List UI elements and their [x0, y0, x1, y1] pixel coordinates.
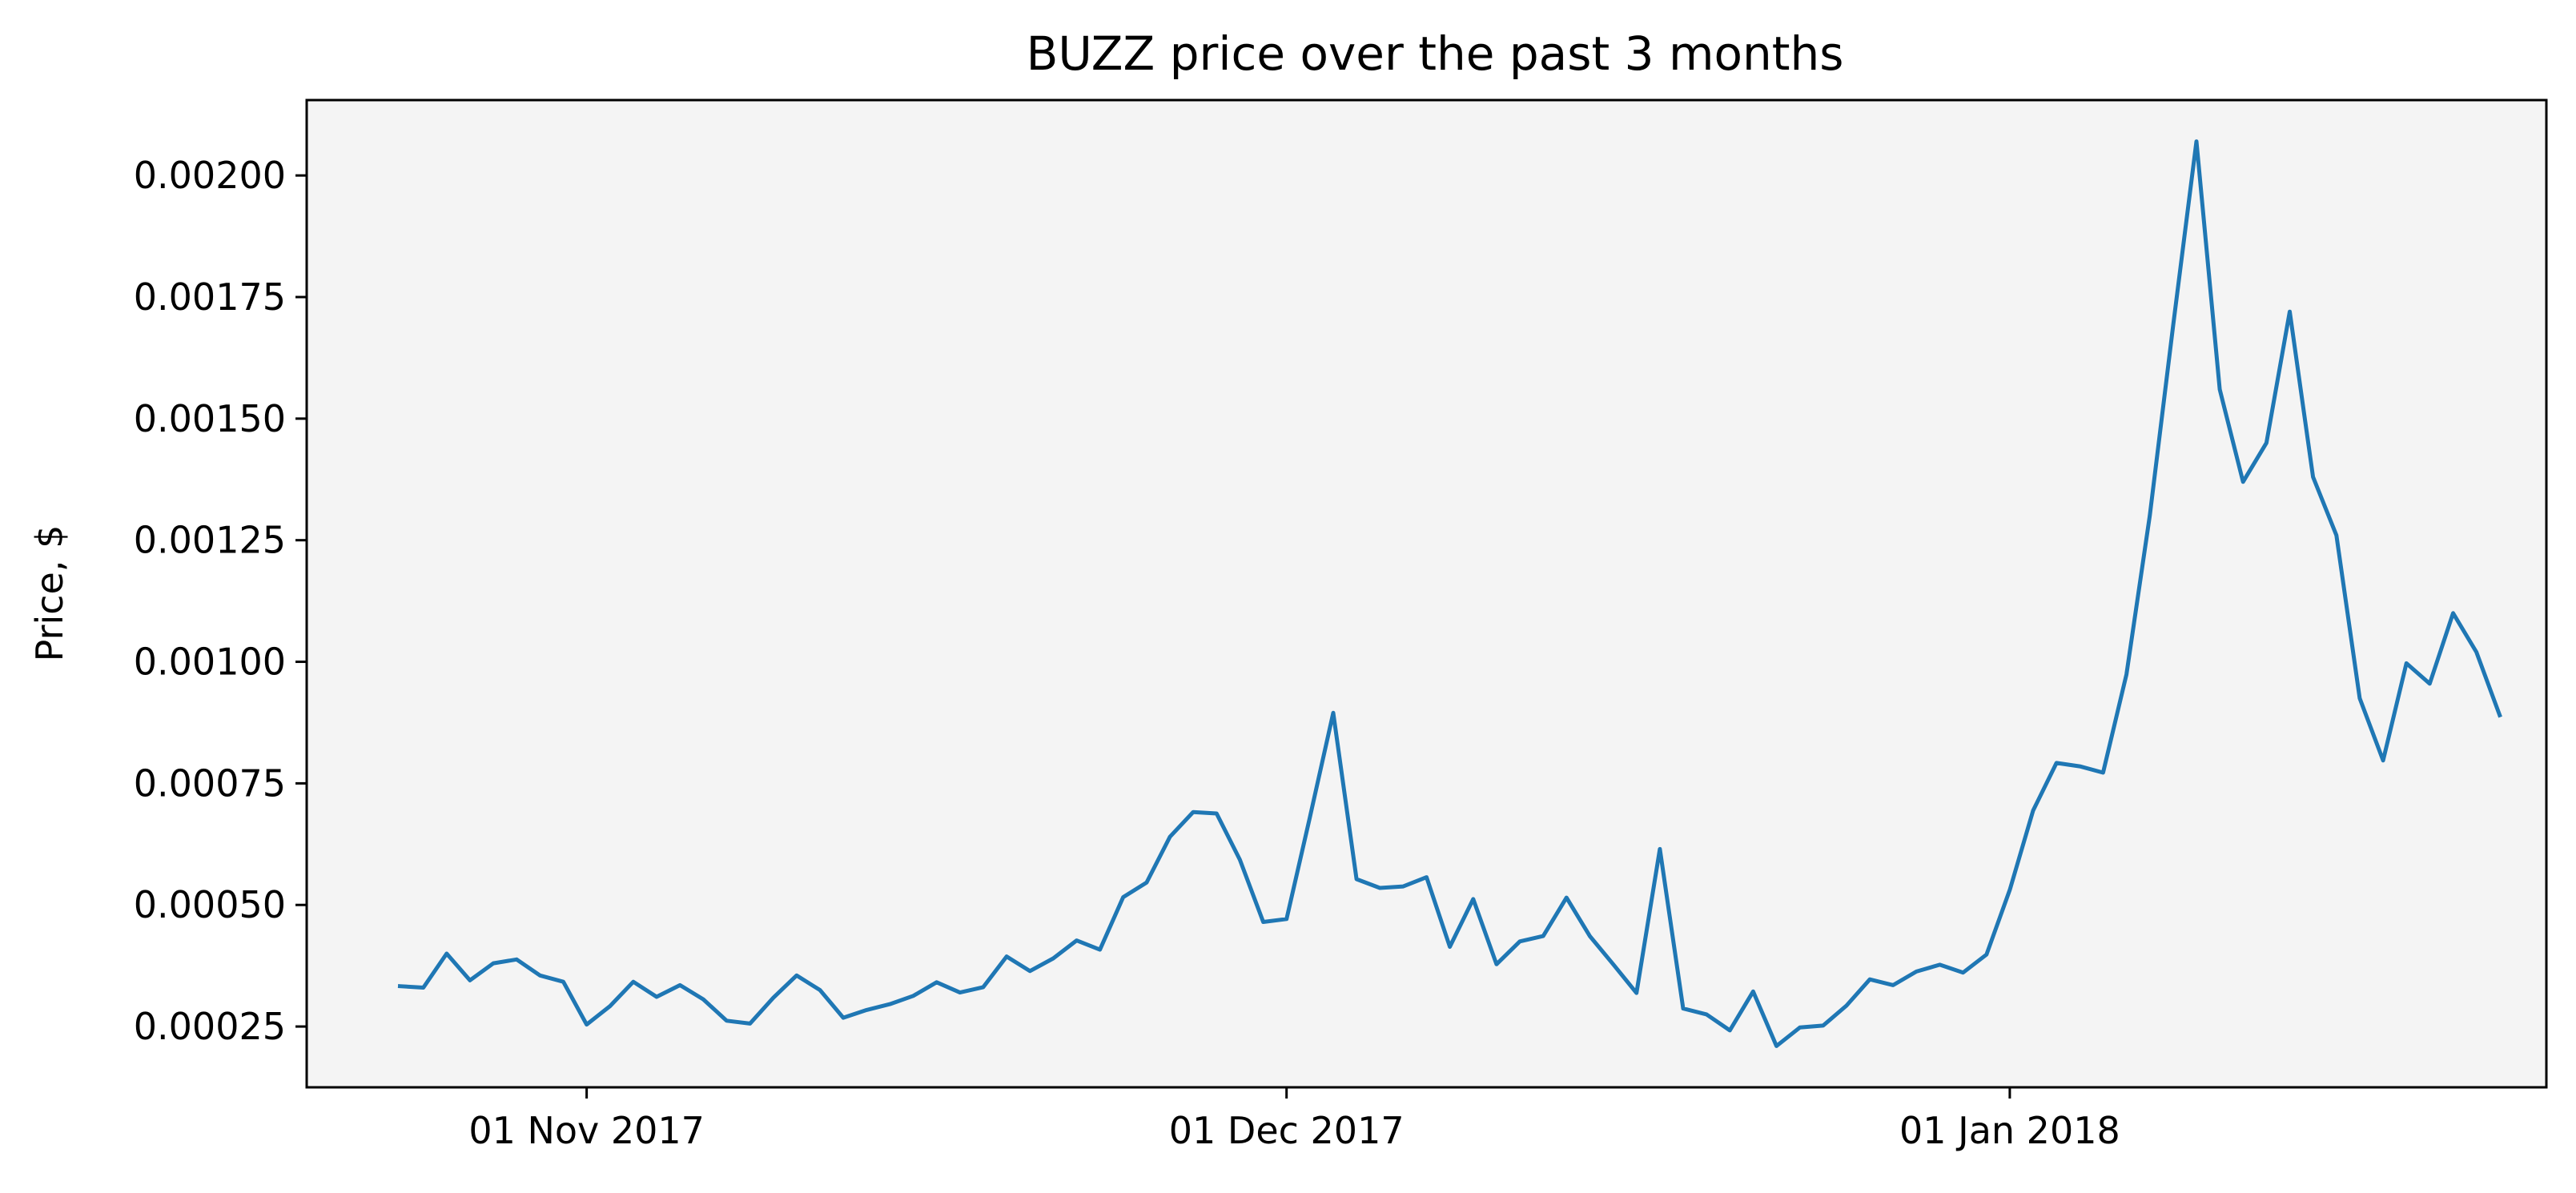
y-axis-ticks: 0.00025 0.00050 0.00075 0.00100 0.00125 0.001…: [134, 154, 307, 1048]
y-tick-label: 0.00075: [134, 761, 286, 805]
x-tick-label: 01 Jan 2018: [1899, 1109, 2120, 1152]
y-tick-label: 0.00100: [134, 641, 286, 684]
x-axis-ticks: 01 Nov 2017 01 Dec 2017 01 Jan 2018: [468, 1087, 2120, 1152]
chart-title: BUZZ price over the past 3 months: [1027, 26, 1844, 81]
y-tick-label: 0.00050: [134, 883, 286, 926]
y-tick-label: 0.00175: [134, 275, 286, 319]
y-tick-label: 0.00150: [134, 397, 286, 440]
plot-frame: [305, 98, 2548, 1089]
y-tick-label: 0.00200: [134, 154, 286, 197]
y-tick-label: 0.00025: [134, 1005, 286, 1048]
plot-area: [307, 100, 2546, 1087]
price-series-line: [397, 139, 2502, 1048]
y-axis-label: Price, $: [28, 525, 71, 662]
y-tick-label: 0.00125: [134, 519, 286, 562]
x-tick-label: 01 Nov 2017: [468, 1109, 705, 1152]
x-tick-label: 01 Dec 2017: [1169, 1109, 1405, 1152]
